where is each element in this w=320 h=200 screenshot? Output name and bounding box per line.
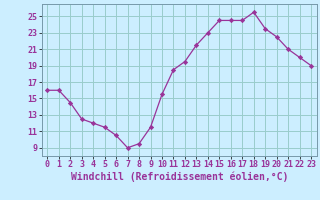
X-axis label: Windchill (Refroidissement éolien,°C): Windchill (Refroidissement éolien,°C) [70,172,288,182]
